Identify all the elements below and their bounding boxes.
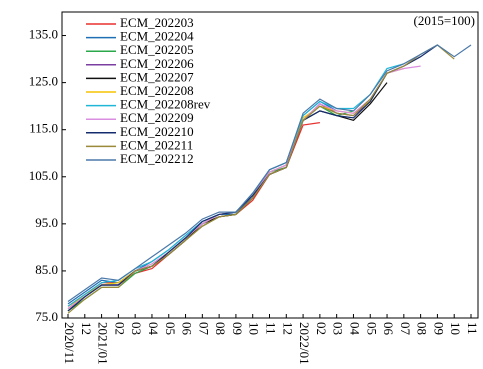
legend-label: ECM_202208rev bbox=[120, 97, 211, 112]
x-tick-label: 09 bbox=[431, 322, 446, 335]
x-tick-label: 11 bbox=[264, 322, 279, 335]
series-line bbox=[67, 67, 404, 310]
x-tick-label: 07 bbox=[196, 322, 211, 336]
x-tick-label: 2021/01 bbox=[96, 322, 111, 365]
series-line bbox=[67, 44, 455, 314]
y-tick-label: 105.0 bbox=[29, 168, 58, 183]
legend-label: ECM_202208 bbox=[120, 83, 194, 98]
x-tick-label: 03 bbox=[331, 322, 346, 335]
x-tick-label: 04 bbox=[347, 322, 362, 336]
x-tick-label: 05 bbox=[364, 322, 379, 335]
y-tick-label: 115.0 bbox=[29, 121, 58, 136]
x-tick-label: 02 bbox=[314, 322, 329, 335]
x-tick-label: 08 bbox=[213, 322, 228, 335]
x-tick-label: 02 bbox=[112, 322, 127, 335]
legend-label: ECM_202203 bbox=[120, 15, 194, 30]
annotation: (2015=100) bbox=[414, 13, 476, 28]
series-line bbox=[67, 44, 472, 302]
legend-label: ECM_202205 bbox=[120, 42, 194, 57]
x-tick-label: 06 bbox=[381, 322, 396, 336]
y-tick-label: 85.0 bbox=[35, 262, 58, 277]
y-tick-label: 95.0 bbox=[35, 215, 58, 230]
series-line bbox=[67, 105, 354, 312]
y-tick-label: 135.0 bbox=[29, 27, 58, 42]
x-tick-label: 09 bbox=[230, 322, 245, 335]
y-tick-label: 75.0 bbox=[35, 309, 58, 324]
x-tick-label: 12 bbox=[280, 322, 295, 335]
legend-label: ECM_202210 bbox=[120, 124, 194, 139]
x-tick-label: 10 bbox=[448, 322, 463, 335]
y-tick-label: 125.0 bbox=[29, 74, 58, 89]
x-tick-label: 06 bbox=[180, 322, 195, 336]
x-tick-label: 10 bbox=[247, 322, 262, 335]
x-tick-label: 11 bbox=[465, 322, 480, 335]
legend-label: ECM_202212 bbox=[120, 151, 194, 166]
x-tick-label: 08 bbox=[415, 322, 430, 335]
x-tick-label: 2022/01 bbox=[297, 322, 312, 365]
series-line bbox=[67, 82, 388, 312]
x-tick-label: 2020/11 bbox=[62, 322, 77, 364]
x-tick-label: 04 bbox=[146, 322, 161, 336]
legend-label: ECM_202204 bbox=[120, 29, 194, 44]
legend-label: ECM_202207 bbox=[120, 69, 194, 84]
x-tick-label: 07 bbox=[398, 322, 413, 336]
legend-label: ECM_202206 bbox=[120, 56, 194, 71]
legend-label: ECM_202209 bbox=[120, 110, 194, 125]
legend-label: ECM_202211 bbox=[120, 137, 193, 152]
x-tick-label: 12 bbox=[79, 322, 94, 335]
x-tick-label: 03 bbox=[129, 322, 144, 335]
x-tick-label: 05 bbox=[163, 322, 178, 335]
series-line bbox=[67, 63, 404, 307]
